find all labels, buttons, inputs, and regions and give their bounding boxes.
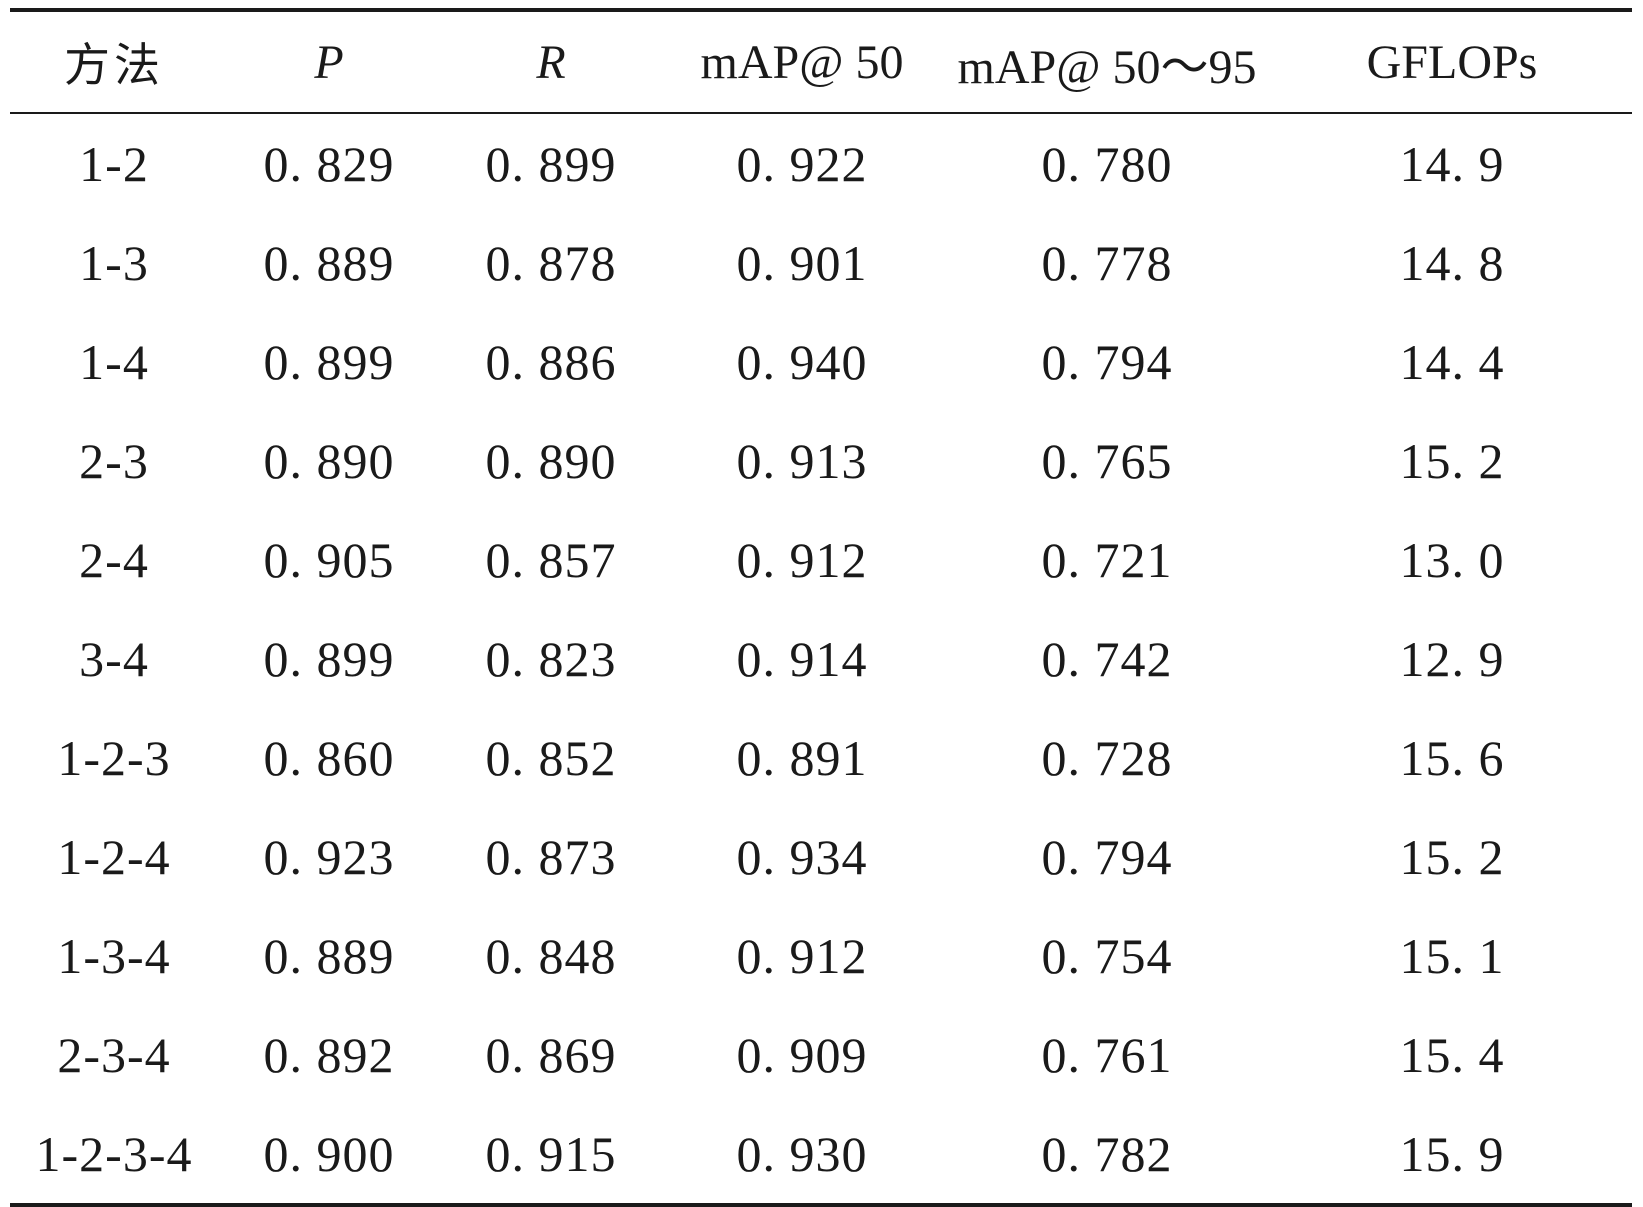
cell-method: 1-2 [79,135,149,192]
cell-map50: 0. 934 [736,828,868,885]
cell-precision: 0. 889 [263,927,395,984]
header-method: 方法 [64,38,164,92]
table-row: 1-2-4 0. 923 0. 873 0. 934 0. 794 15. 2 [10,807,1632,906]
cell-precision: 0. 900 [263,1125,395,1182]
cell-precision: 0. 890 [263,432,395,489]
cell-precision: 0. 892 [263,1026,395,1083]
cell-recall: 0. 890 [485,432,617,489]
cell-method: 1-4 [79,333,149,390]
cell-map50-95: 0. 742 [1041,630,1173,687]
cell-precision: 0. 829 [263,135,395,192]
header-recall: R [536,35,566,89]
cell-map50-95: 0. 778 [1041,234,1173,291]
cell-map50-95: 0. 794 [1041,828,1173,885]
cell-precision: 0. 889 [263,234,395,291]
cell-recall: 0. 915 [485,1125,617,1182]
header-map50-95: mAP@ 50～95 [957,41,1257,94]
cell-recall: 0. 899 [485,135,617,192]
cell-gflops: 15. 2 [1399,828,1505,885]
cell-map50-95: 0. 794 [1041,333,1173,390]
cell-method: 2-3-4 [57,1026,171,1083]
cell-precision: 0. 860 [263,729,395,786]
table-row: 1-3 0. 889 0. 878 0. 901 0. 778 14. 8 [10,213,1632,312]
cell-gflops: 15. 1 [1399,927,1505,984]
cell-map50: 0. 901 [736,234,868,291]
table-row: 3-4 0. 899 0. 823 0. 914 0. 742 12. 9 [10,609,1632,708]
cell-map50: 0. 940 [736,333,868,390]
cell-recall: 0. 873 [485,828,617,885]
cell-method: 1-2-3-4 [35,1125,193,1182]
cell-map50-95: 0. 761 [1041,1026,1173,1083]
table-row: 1-4 0. 899 0. 886 0. 940 0. 794 14. 4 [10,312,1632,411]
cell-map50-95: 0. 782 [1041,1125,1173,1182]
cell-map50-95: 0. 765 [1041,432,1173,489]
cell-gflops: 15. 6 [1399,729,1505,786]
cell-map50: 0. 912 [736,531,868,588]
cell-gflops: 15. 2 [1399,432,1505,489]
table-row: 2-3 0. 890 0. 890 0. 913 0. 765 15. 2 [10,411,1632,510]
cell-map50: 0. 913 [736,432,868,489]
header-gflops: GFLOPs [1366,35,1538,89]
results-table-container: 方法 P R mAP@ 50 mAP@ 50～95 GFLOPs 1-2 0. 8… [10,8,1632,1207]
cell-precision: 0. 899 [263,333,395,390]
cell-recall: 0. 852 [485,729,617,786]
cell-recall: 0. 878 [485,234,617,291]
cell-method: 2-4 [79,531,149,588]
header-precision: P [314,35,344,89]
cell-map50: 0. 914 [736,630,868,687]
cell-map50: 0. 922 [736,135,868,192]
cell-recall: 0. 886 [485,333,617,390]
cell-gflops: 13. 0 [1399,531,1505,588]
cell-precision: 0. 899 [263,630,395,687]
cell-method: 1-2-3 [57,729,171,786]
table-row: 1-3-4 0. 889 0. 848 0. 912 0. 754 15. 1 [10,906,1632,1005]
header-map50: mAP@ 50 [700,35,904,89]
cell-gflops: 12. 9 [1399,630,1505,687]
cell-gflops: 15. 4 [1399,1026,1505,1083]
cell-precision: 0. 923 [263,828,395,885]
cell-method: 1-2-4 [57,828,171,885]
table-row: 1-2-3-4 0. 900 0. 915 0. 930 0. 782 15. 9 [10,1104,1632,1205]
cell-recall: 0. 823 [485,630,617,687]
table-row: 2-4 0. 905 0. 857 0. 912 0. 721 13. 0 [10,510,1632,609]
cell-gflops: 15. 9 [1399,1125,1505,1182]
cell-map50: 0. 930 [736,1125,868,1182]
cell-method: 1-3-4 [57,927,171,984]
cell-recall: 0. 848 [485,927,617,984]
cell-map50-95: 0. 721 [1041,531,1173,588]
cell-gflops: 14. 9 [1399,135,1505,192]
cell-map50: 0. 891 [736,729,868,786]
table-row: 1-2 0. 829 0. 899 0. 922 0. 780 14. 9 [10,113,1632,213]
cell-method: 3-4 [79,630,149,687]
cell-precision: 0. 905 [263,531,395,588]
table-row: 2-3-4 0. 892 0. 869 0. 909 0. 761 15. 4 [10,1005,1632,1104]
cell-map50: 0. 909 [736,1026,868,1083]
cell-recall: 0. 857 [485,531,617,588]
cell-map50-95: 0. 728 [1041,729,1173,786]
cell-method: 2-3 [79,432,149,489]
table-header-row: 方法 P R mAP@ 50 mAP@ 50～95 GFLOPs [10,10,1632,113]
table-row: 1-2-3 0. 860 0. 852 0. 891 0. 728 15. 6 [10,708,1632,807]
cell-map50-95: 0. 754 [1041,927,1173,984]
cell-map50-95: 0. 780 [1041,135,1173,192]
results-table: 方法 P R mAP@ 50 mAP@ 50～95 GFLOPs 1-2 0. 8… [10,8,1632,1207]
cell-gflops: 14. 4 [1399,333,1505,390]
cell-recall: 0. 869 [485,1026,617,1083]
cell-gflops: 14. 8 [1399,234,1505,291]
cell-method: 1-3 [79,234,149,291]
cell-map50: 0. 912 [736,927,868,984]
table-body: 1-2 0. 829 0. 899 0. 922 0. 780 14. 9 1-3 0. 88… [10,113,1632,1205]
